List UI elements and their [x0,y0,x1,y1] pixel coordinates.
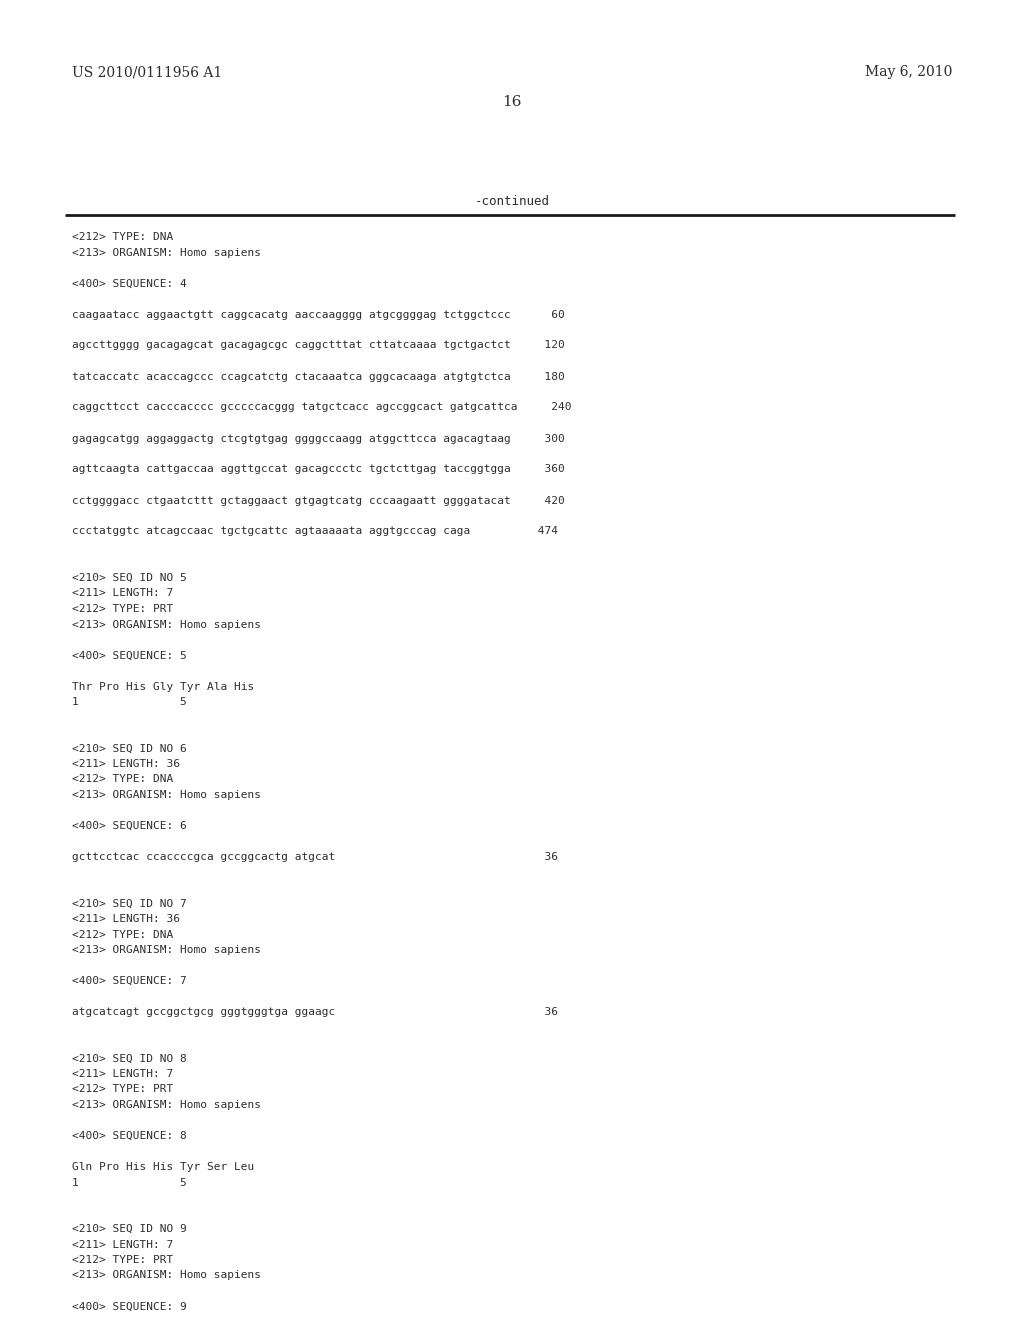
Text: ccctatggtc atcagccaac tgctgcattc agtaaaaata aggtgcccag caga          474: ccctatggtc atcagccaac tgctgcattc agtaaaa… [72,527,558,536]
Text: <400> SEQUENCE: 5: <400> SEQUENCE: 5 [72,651,186,660]
Text: 16: 16 [502,95,522,110]
Text: <211> LENGTH: 7: <211> LENGTH: 7 [72,1239,173,1250]
Text: Thr Pro His Gly Tyr Ala His: Thr Pro His Gly Tyr Ala His [72,681,254,692]
Text: Gln Pro His His Tyr Ser Leu: Gln Pro His His Tyr Ser Leu [72,1162,254,1172]
Text: <400> SEQUENCE: 9: <400> SEQUENCE: 9 [72,1302,186,1312]
Text: May 6, 2010: May 6, 2010 [864,65,952,79]
Text: <212> TYPE: PRT: <212> TYPE: PRT [72,605,173,614]
Text: <212> TYPE: PRT: <212> TYPE: PRT [72,1085,173,1094]
Text: <211> LENGTH: 7: <211> LENGTH: 7 [72,589,173,598]
Text: <400> SEQUENCE: 7: <400> SEQUENCE: 7 [72,975,186,986]
Text: <212> TYPE: DNA: <212> TYPE: DNA [72,929,173,940]
Text: <210> SEQ ID NO 6: <210> SEQ ID NO 6 [72,743,186,754]
Text: caggcttcct cacccacccc gcccccacggg tatgctcacc agccggcact gatgcattca     240: caggcttcct cacccacccc gcccccacggg tatgct… [72,403,571,412]
Text: gagagcatgg aggaggactg ctcgtgtgag ggggccaagg atggcttcca agacagtaag     300: gagagcatgg aggaggactg ctcgtgtgag ggggcca… [72,433,565,444]
Text: <212> TYPE: DNA: <212> TYPE: DNA [72,232,173,242]
Text: cctggggacc ctgaatcttt gctaggaact gtgagtcatg cccaagaatt ggggatacat     420: cctggggacc ctgaatcttt gctaggaact gtgagtc… [72,495,565,506]
Text: tatcaccatc acaccagccc ccagcatctg ctacaaatca gggcacaaga atgtgtctca     180: tatcaccatc acaccagccc ccagcatctg ctacaaa… [72,371,565,381]
Text: <211> LENGTH: 7: <211> LENGTH: 7 [72,1069,173,1078]
Text: <210> SEQ ID NO 8: <210> SEQ ID NO 8 [72,1053,186,1064]
Text: <210> SEQ ID NO 5: <210> SEQ ID NO 5 [72,573,186,583]
Text: agccttgggg gacagagcat gacagagcgc caggctttat cttatcaaaa tgctgactct     120: agccttgggg gacagagcat gacagagcgc caggctt… [72,341,565,351]
Text: US 2010/0111956 A1: US 2010/0111956 A1 [72,65,222,79]
Text: <212> TYPE: DNA: <212> TYPE: DNA [72,775,173,784]
Text: 1               5: 1 5 [72,1177,186,1188]
Text: <212> TYPE: PRT: <212> TYPE: PRT [72,1255,173,1265]
Text: <211> LENGTH: 36: <211> LENGTH: 36 [72,759,180,770]
Text: <213> ORGANISM: Homo sapiens: <213> ORGANISM: Homo sapiens [72,248,261,257]
Text: agttcaagta cattgaccaa aggttgccat gacagccctc tgctcttgag taccggtgga     360: agttcaagta cattgaccaa aggttgccat gacagcc… [72,465,565,474]
Text: 1               5: 1 5 [72,697,186,708]
Text: -continued: -continued [474,195,550,209]
Text: <213> ORGANISM: Homo sapiens: <213> ORGANISM: Homo sapiens [72,789,261,800]
Text: <213> ORGANISM: Homo sapiens: <213> ORGANISM: Homo sapiens [72,945,261,954]
Text: gcttcctcac ccaccccgca gccggcactg atgcat                               36: gcttcctcac ccaccccgca gccggcactg atgcat … [72,851,558,862]
Text: <210> SEQ ID NO 7: <210> SEQ ID NO 7 [72,899,186,908]
Text: <400> SEQUENCE: 4: <400> SEQUENCE: 4 [72,279,186,289]
Text: <210> SEQ ID NO 9: <210> SEQ ID NO 9 [72,1224,186,1234]
Text: <211> LENGTH: 36: <211> LENGTH: 36 [72,913,180,924]
Text: caagaatacc aggaactgtt caggcacatg aaccaagggg atgcggggag tctggctccc      60: caagaatacc aggaactgtt caggcacatg aaccaag… [72,309,565,319]
Text: <400> SEQUENCE: 6: <400> SEQUENCE: 6 [72,821,186,832]
Text: atgcatcagt gccggctgcg gggtgggtga ggaagc                               36: atgcatcagt gccggctgcg gggtgggtga ggaagc … [72,1007,558,1016]
Text: <213> ORGANISM: Homo sapiens: <213> ORGANISM: Homo sapiens [72,1100,261,1110]
Text: <400> SEQUENCE: 8: <400> SEQUENCE: 8 [72,1131,186,1140]
Text: <213> ORGANISM: Homo sapiens: <213> ORGANISM: Homo sapiens [72,619,261,630]
Text: <213> ORGANISM: Homo sapiens: <213> ORGANISM: Homo sapiens [72,1270,261,1280]
